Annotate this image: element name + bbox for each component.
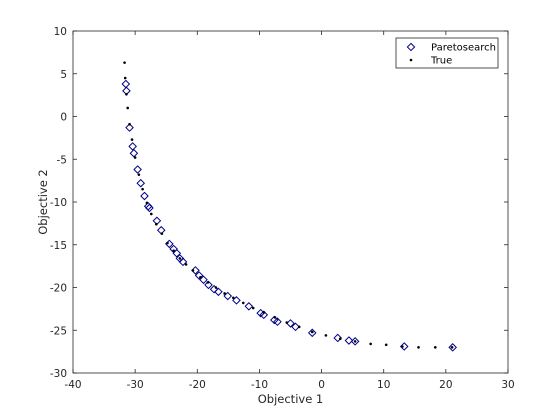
paretosearch-point	[223, 291, 233, 301]
true-front-point	[310, 330, 314, 334]
true-front-point	[128, 122, 131, 126]
paretosearch-point	[133, 165, 142, 174]
y-tick-label: 0	[60, 112, 67, 124]
x-axis-label: Objective 1	[258, 392, 324, 406]
legend-entry-label: Paretosearch	[431, 43, 496, 54]
x-tick-label: 0	[318, 379, 325, 391]
paretosearch-point	[273, 317, 282, 327]
true-front-point	[324, 334, 328, 337]
paretosearch-point	[244, 302, 254, 311]
y-tick-label: -15	[50, 240, 67, 252]
paretosearch-point	[204, 280, 213, 290]
paretosearch-point	[136, 178, 146, 188]
true-front-point	[369, 342, 372, 346]
true-front-point	[450, 346, 454, 349]
paretosearch-point	[145, 203, 154, 213]
paretosearch-point	[399, 342, 409, 351]
x-tick-label: -20	[189, 379, 206, 391]
true-front-point	[241, 301, 245, 305]
paretosearch-point	[291, 322, 300, 332]
true-front-point	[297, 325, 301, 329]
legend: Paretosearch True	[395, 37, 499, 69]
true-front-point	[384, 343, 388, 347]
plot-area	[73, 31, 508, 373]
true-front-point	[191, 269, 195, 272]
true-front-point	[137, 173, 141, 176]
true-front-point	[172, 249, 175, 253]
paretosearch-point	[194, 271, 204, 280]
true-front-point	[206, 281, 210, 284]
paretosearch-point	[232, 296, 241, 305]
true-front-point	[285, 321, 289, 324]
x-tick-label: -40	[64, 379, 81, 391]
x-tick-label: -10	[251, 379, 268, 391]
x-tick-label: 20	[439, 379, 452, 391]
x-tick-label: -30	[127, 379, 144, 391]
paretosearch-point	[178, 257, 188, 267]
true-front-point	[125, 92, 128, 96]
series-paretosearch	[121, 79, 457, 352]
true-front-point	[232, 296, 235, 300]
true-front-point	[214, 286, 218, 289]
legend-entry-label: True	[430, 56, 452, 67]
y-tick-label: 10	[54, 26, 67, 38]
true-front-point	[150, 212, 153, 216]
y-tick-label: -20	[50, 283, 67, 295]
paretosearch-point	[259, 310, 269, 320]
paretosearch-point	[307, 328, 317, 338]
true-front-point	[273, 316, 277, 319]
paretosearch-point	[286, 319, 295, 328]
paretosearch-point	[125, 123, 134, 132]
paretosearch-point	[128, 142, 137, 151]
true-front-point	[130, 138, 134, 141]
true-front-point	[126, 106, 129, 110]
legend-dot-icon	[409, 58, 413, 62]
legend-box	[395, 37, 499, 69]
true-front-point	[199, 275, 202, 279]
x-tick-label: 10	[377, 379, 390, 391]
true-front-point	[123, 61, 126, 64]
true-front-point	[417, 346, 420, 349]
paretosearch-point	[140, 191, 149, 201]
y-axis-label: Objective 2	[36, 169, 50, 235]
true-front-point	[133, 156, 137, 159]
paretosearch-point	[199, 275, 208, 285]
paretosearch-point	[214, 287, 223, 297]
true-front-point	[123, 76, 127, 80]
true-front-point	[166, 241, 169, 245]
data-series-layer	[121, 61, 457, 352]
true-front-point	[141, 187, 144, 191]
y-tick-label: -30	[50, 368, 67, 380]
paretosearch-point	[333, 333, 343, 343]
true-front-point	[223, 292, 226, 295]
true-front-point	[145, 201, 149, 205]
paretosearch-point	[448, 343, 457, 352]
true-front-point	[353, 340, 357, 343]
true-front-point	[178, 257, 182, 260]
true-front-point	[401, 345, 404, 348]
true-front-point	[184, 263, 188, 266]
true-front-point	[160, 232, 164, 235]
paretosearch-point	[344, 336, 354, 345]
y-tick-label: -5	[57, 154, 67, 166]
true-front-point	[154, 222, 158, 226]
y-tick-label: -10	[50, 197, 67, 209]
paretosearch-point	[172, 248, 182, 258]
x-tick-label: 30	[501, 379, 514, 391]
true-front-point	[338, 337, 342, 341]
y-tick-label: -25	[50, 325, 67, 337]
legend-diamond-icon	[406, 42, 416, 52]
true-front-point	[433, 346, 437, 349]
true-front-point	[251, 306, 255, 310]
y-tick-label: 5	[60, 69, 67, 81]
series-true	[123, 61, 454, 349]
paretosearch-point	[350, 337, 360, 346]
true-front-point	[262, 310, 266, 314]
paretosearch-point	[129, 148, 139, 158]
